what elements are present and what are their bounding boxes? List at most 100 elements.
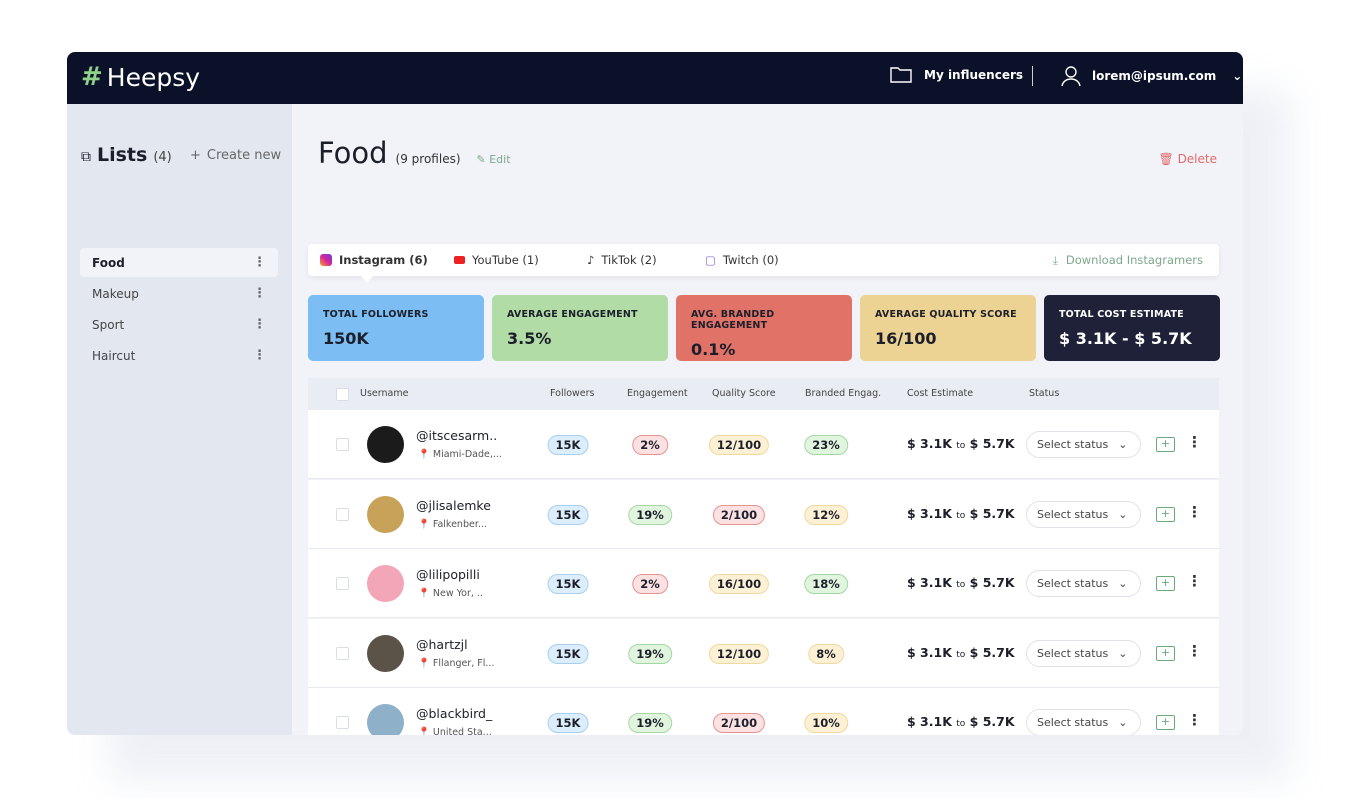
youtube-icon	[454, 256, 465, 264]
username[interactable]: @jlisalemke	[416, 497, 491, 513]
engagement-badge: 19%	[628, 504, 672, 525]
branded-badge: 23%	[804, 435, 848, 455]
more-icon[interactable]: ⋮	[253, 286, 266, 301]
column-status[interactable]: Status	[1029, 388, 1060, 399]
column-cost-estimate[interactable]: Cost Estimate	[907, 388, 974, 399]
status-select[interactable]: Select status ⌄	[1026, 570, 1141, 597]
create-new-button[interactable]: + Create new	[190, 148, 281, 163]
sidebar-item-makeup[interactable]: Makeup ⋮	[80, 279, 278, 308]
tab-label: Instagram (6)	[339, 253, 428, 267]
pin-icon: 📍	[418, 657, 430, 669]
more-icon[interactable]: ⋮	[1187, 711, 1202, 729]
user-menu[interactable]: lorem@ipsum.com ⌄	[1060, 65, 1242, 87]
main-content: Food (9 profiles) ✎ Edit 🗑 Delete Instagr…	[292, 104, 1243, 735]
tab-youtube[interactable]: YouTube (1)	[454, 253, 539, 267]
pin-icon: 📍	[418, 449, 430, 460]
row-checkbox[interactable]	[336, 577, 349, 590]
column-engagement[interactable]: Engagement	[627, 388, 688, 399]
location-text: New Yor, ..	[432, 588, 483, 599]
avatar[interactable]	[367, 426, 404, 463]
edit-button[interactable]: ✎ Edit	[477, 153, 511, 166]
tiktok-icon: ♪	[587, 253, 595, 267]
chevron-down-icon: ⌄	[1232, 69, 1243, 83]
avatar[interactable]	[367, 704, 404, 735]
row-checkbox[interactable]	[336, 507, 349, 521]
stat-value: 150K	[323, 329, 369, 348]
list-label: Food	[92, 255, 125, 270]
app-window: # Heepsy My influencers lorem@ipsum.com ⌄…	[67, 52, 1243, 735]
status-select[interactable]: Select status ⌄	[1026, 500, 1141, 528]
sidebar-item-haircut[interactable]: Haircut ⋮	[80, 341, 278, 370]
tab-label: Twitch (0)	[722, 253, 779, 267]
my-influencers-link[interactable]: My influencers	[890, 66, 1023, 83]
edit-label: Edit	[489, 153, 511, 166]
more-icon[interactable]: ⋮	[253, 317, 266, 332]
chevron-down-icon: ⌄	[1118, 646, 1128, 660]
branded-badge: 8%	[808, 643, 844, 664]
table-row[interactable]: @itscesarm.. 📍 Miami-Dade,... 15K 2% 12/1…	[308, 410, 1219, 479]
chevron-down-icon: ⌄	[1118, 438, 1128, 451]
add-to-folder-icon[interactable]: +	[1156, 645, 1175, 661]
engagement-badge: 2%	[632, 435, 668, 455]
column-followers[interactable]: Followers	[550, 388, 595, 399]
avatar[interactable]	[367, 565, 404, 602]
logo[interactable]: # Heepsy	[81, 62, 200, 92]
download-button[interactable]: ⤓ Download Instagramers	[1053, 253, 1203, 268]
quality-badge: 12/100	[708, 435, 770, 455]
username[interactable]: @itscesarm..	[416, 428, 498, 443]
status-value: Select status	[1037, 507, 1109, 521]
more-icon[interactable]: ⋮	[1187, 572, 1202, 590]
tab-tiktok[interactable]: ♪ TikTok (2)	[587, 253, 657, 267]
cost-to: to	[956, 649, 966, 660]
more-icon[interactable]: ⋮	[1187, 641, 1202, 660]
avatar[interactable]	[367, 634, 404, 672]
sidebar-item-sport[interactable]: Sport ⋮	[80, 310, 278, 339]
table-row[interactable]: @blackbird_ 📍 United Sta... 15K 19% 2/100…	[308, 688, 1219, 735]
branded-badge: 18%	[804, 574, 848, 594]
list-label: Sport	[92, 317, 125, 332]
row-checkbox[interactable]	[336, 438, 349, 451]
more-icon[interactable]: ⋮	[1187, 502, 1202, 521]
avatar[interactable]	[367, 495, 404, 533]
download-icon: ⤓	[1052, 253, 1058, 267]
more-icon[interactable]: ⋮	[253, 348, 266, 363]
column-username[interactable]: Username	[360, 388, 409, 399]
stat-value: 0.1%	[691, 340, 736, 359]
cost-estimate: $ 3.1K to $ 5.7K	[907, 645, 1015, 660]
table-row[interactable]: @lilipopilli 📍 New Yor, .. 15K 2% 16/100 …	[308, 549, 1219, 618]
location: 📍 Fllanger, Fl...	[418, 658, 494, 669]
select-all-checkbox[interactable]	[336, 388, 349, 401]
tab-twitch[interactable]: ▢ Twitch (0)	[705, 253, 779, 267]
user-email: lorem@ipsum.com	[1092, 69, 1217, 83]
sidebar-item-food[interactable]: Food ⋮	[80, 248, 278, 277]
row-checkbox[interactable]	[336, 716, 349, 729]
cost-low: $ 3.1K	[907, 714, 952, 729]
status-select[interactable]: Select status ⌄	[1026, 709, 1141, 735]
table-row[interactable]: @hartzjl 📍 Fllanger, Fl... 15K 19% 12/100…	[308, 618, 1219, 688]
username[interactable]: @blackbird_	[416, 706, 493, 721]
tab-instagram[interactable]: Instagram (6)	[320, 253, 428, 267]
instagram-icon	[320, 254, 332, 266]
more-icon[interactable]: ⋮	[1187, 433, 1202, 451]
add-to-folder-icon[interactable]: +	[1156, 506, 1175, 522]
status-select[interactable]: Select status ⌄	[1026, 431, 1141, 458]
add-to-folder-icon[interactable]: +	[1156, 437, 1175, 452]
pin-icon: 📍	[418, 727, 430, 735]
row-checkbox[interactable]	[336, 646, 349, 660]
add-to-folder-icon[interactable]: +	[1156, 715, 1175, 730]
status-select[interactable]: Select status ⌄	[1026, 639, 1141, 667]
add-to-folder-icon[interactable]: +	[1156, 576, 1175, 591]
username[interactable]: @lilipopilli	[416, 567, 480, 582]
column-quality-score[interactable]: Quality Score	[712, 388, 776, 399]
top-bar: # Heepsy My influencers lorem@ipsum.com ⌄	[67, 52, 1243, 104]
more-icon[interactable]: ⋮	[253, 255, 266, 270]
tab-label: YouTube (1)	[472, 253, 539, 267]
location: 📍 Falkenber...	[418, 519, 487, 530]
table-row[interactable]: @jlisalemke 📍 Falkenber... 15K 19% 2/100 …	[308, 479, 1219, 549]
user-icon	[1061, 66, 1081, 87]
column-branded-engagement[interactable]: Branded Engag.	[805, 388, 882, 399]
delete-button[interactable]: 🗑 Delete	[1159, 152, 1218, 166]
my-influencers-label: My influencers	[924, 67, 1024, 82]
username[interactable]: @hartzjl	[416, 636, 468, 652]
cost-estimate: $ 3.1K to $ 5.7K	[907, 436, 1015, 451]
